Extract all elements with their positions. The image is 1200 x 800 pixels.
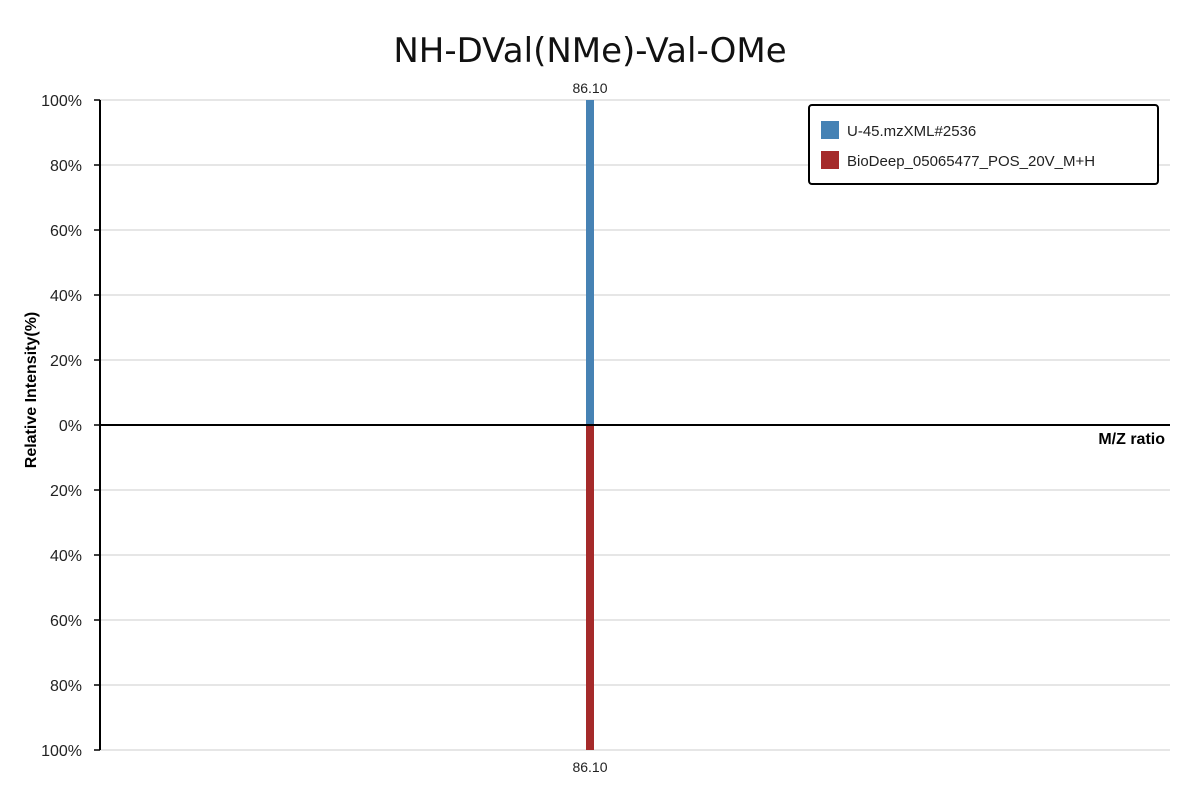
y-tick-label: 20% (50, 483, 82, 500)
ticks-layer: 100% 80% 60% 40% 20% 0% 20% 40% 60% 80% 100% (41, 93, 100, 760)
reference-peak-bar (586, 425, 594, 750)
y-tick-label: 60% (50, 613, 82, 630)
y-tick-label: 100% (41, 743, 82, 760)
labels-layer: 86.10 86.10 (572, 80, 607, 775)
legend-box (808, 104, 1159, 185)
y-tick-label: 80% (50, 678, 82, 695)
chart-title: NH-DVal(NMe)-Val-OMe (393, 31, 786, 71)
y-tick-label: 40% (50, 288, 82, 305)
query-peak-bar (586, 100, 594, 425)
y-tick-label: 20% (50, 353, 82, 370)
legend-entry-label: U-45.mzXML#2536 (847, 123, 976, 140)
bars-layer (586, 100, 594, 750)
y-tick-label: 80% (50, 158, 82, 175)
y-tick-label: 60% (50, 223, 82, 240)
x-axis-label: M/Z ratio (1098, 431, 1165, 448)
query-peak-label: 86.10 (572, 80, 607, 96)
y-tick-label: 0% (59, 418, 82, 435)
y-tick-label: 100% (41, 93, 82, 110)
axes-layer (99, 100, 1170, 750)
legend: U-45.mzXML#2536 BioDeep_05065477_POS_20V_… (808, 104, 1159, 185)
reference-peak-label: 86.10 (572, 759, 607, 775)
legend-swatch (821, 121, 839, 139)
y-tick-label: 40% (50, 548, 82, 565)
legend-swatch (821, 151, 839, 169)
grid-layer (100, 99, 1170, 751)
legend-entry-label: BioDeep_05065477_POS_20V_M+H (847, 153, 1095, 170)
y-axis-label: Relative Intensity(%) (23, 312, 40, 468)
